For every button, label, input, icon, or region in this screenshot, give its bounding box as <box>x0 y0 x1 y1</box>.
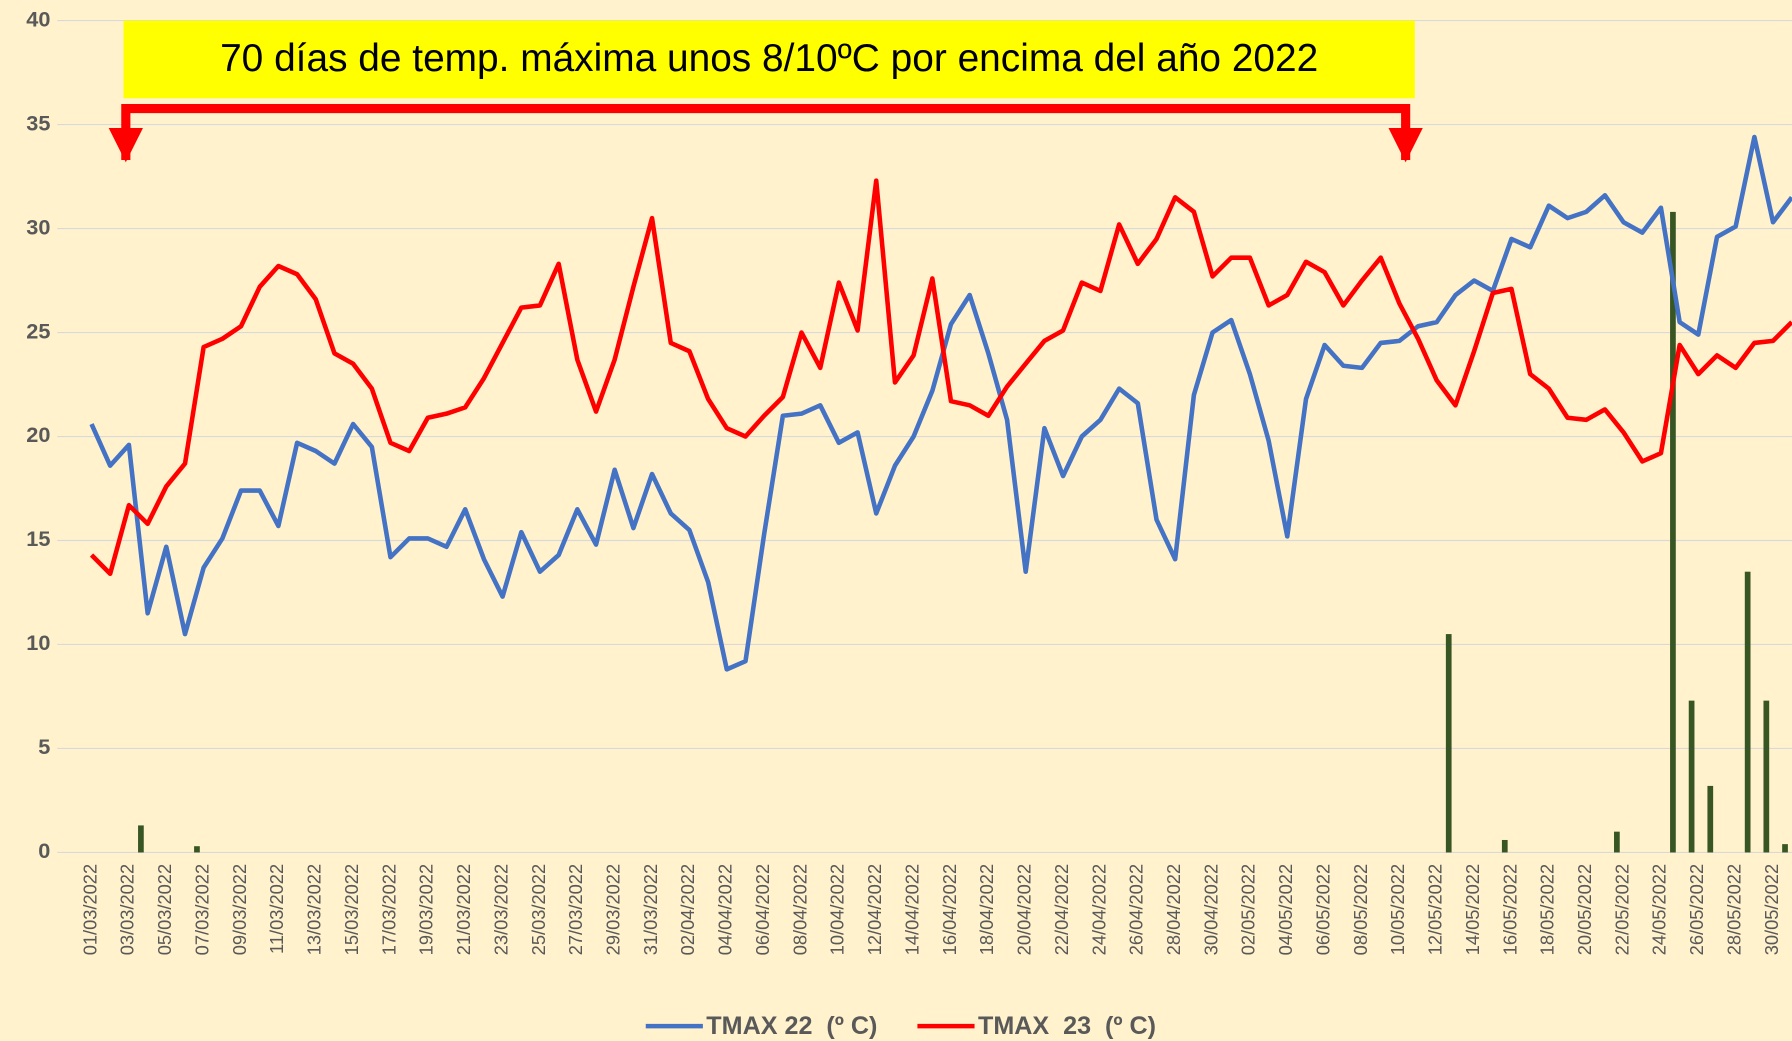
x-tick-label: 30/05/2022 <box>1761 864 1782 955</box>
line <box>89 178 1792 577</box>
x-tick-label: 10/05/2022 <box>1387 864 1408 955</box>
x-tick-label: 20/05/2022 <box>1574 864 1595 955</box>
legend-label: TMAX 22 (º C) <box>706 1012 877 1040</box>
x-tick-label: 06/04/2022 <box>752 864 773 955</box>
x-tick-label: 12/04/2022 <box>864 864 885 955</box>
y-tick-label: 25 <box>26 318 50 343</box>
x-tick-label: 14/04/2022 <box>901 864 922 955</box>
x-tick-label: 02/05/2022 <box>1238 864 1259 955</box>
x-tick-label: 26/05/2022 <box>1686 864 1707 955</box>
x-tick-label: 21/03/2022 <box>453 864 474 955</box>
x-tick-label: 10/04/2022 <box>827 864 848 955</box>
x-tick-label: 24/05/2022 <box>1649 864 1670 955</box>
y-tick-label: 30 <box>26 214 50 239</box>
bar <box>1707 785 1714 853</box>
x-tick-label: 19/03/2022 <box>416 864 437 955</box>
lines <box>89 134 1792 672</box>
y-tick-label: 35 <box>26 110 50 135</box>
bar <box>194 846 200 853</box>
x-tick-label: 01/03/2022 <box>79 864 100 955</box>
annotation-box <box>123 20 1415 99</box>
x-tick-label: 04/04/2022 <box>715 864 736 955</box>
x-tick-label: 16/04/2022 <box>939 864 960 955</box>
x-tick-label: 31/03/2022 <box>640 864 661 955</box>
bar <box>1688 700 1695 853</box>
x-tick-label: 13/03/2022 <box>304 864 325 955</box>
y-tick-label: 0 <box>38 838 50 863</box>
x-tick-label: 17/03/2022 <box>378 864 399 955</box>
x-tick-label: 30/04/2022 <box>1200 864 1221 955</box>
line <box>89 134 1792 672</box>
legend-label: TMAX 23 (º C) <box>978 1012 1156 1040</box>
legend: TMAX 22 (º C) TMAX 23 (º C) <box>645 1012 1156 1040</box>
x-tick-label: 29/03/2022 <box>602 864 623 955</box>
bar <box>1782 844 1788 853</box>
x-tick-label: 02/04/2022 <box>677 864 698 955</box>
bars <box>138 211 1788 853</box>
x-tick-label: 07/03/2022 <box>191 864 212 955</box>
x-tick-label: 23/03/2022 <box>490 864 511 955</box>
x-tick-label: 14/05/2022 <box>1462 864 1483 955</box>
x-tick-label: 26/04/2022 <box>1126 864 1147 955</box>
bar <box>1501 839 1508 853</box>
x-tick-label: 28/04/2022 <box>1163 864 1184 955</box>
arrow-left <box>108 127 143 163</box>
annotation: 70 días de temp. máxima unos 8/10ºC por … <box>220 37 1318 80</box>
y-tick-label: 5 <box>38 734 50 759</box>
x-tick-label: 20/04/2022 <box>1014 864 1035 955</box>
bar <box>1763 700 1770 853</box>
bar <box>1670 211 1676 853</box>
bar <box>138 825 144 853</box>
x-tick-label: 28/05/2022 <box>1723 864 1744 955</box>
x-tick-label: 12/05/2022 <box>1425 864 1446 955</box>
x-tick-label: 22/05/2022 <box>1611 864 1632 955</box>
x-tick-label: 18/05/2022 <box>1537 864 1558 955</box>
y-tick-label: 40 <box>26 6 50 31</box>
x-tick-label: 06/05/2022 <box>1312 864 1333 955</box>
bar <box>1445 634 1452 853</box>
x-tick-label: 05/03/2022 <box>154 864 175 955</box>
x-tick-label: 16/05/2022 <box>1499 864 1520 955</box>
x-tick-label: 08/05/2022 <box>1350 864 1371 955</box>
arrow-right <box>1388 127 1423 163</box>
x-tick-label: 04/05/2022 <box>1275 864 1296 955</box>
y-tick-label: 10 <box>26 630 50 655</box>
y-tick-label: 20 <box>26 422 50 447</box>
x-tick-label: 15/03/2022 <box>341 864 362 955</box>
bar <box>1744 571 1751 853</box>
bar <box>1614 831 1620 853</box>
x-tick-label: 25/03/2022 <box>528 864 549 955</box>
x-tick-label: 27/03/2022 <box>565 864 586 955</box>
x-tick-label: 22/04/2022 <box>1051 864 1072 955</box>
y-tick-label: 15 <box>26 526 50 551</box>
x-labels: 01/03/2022 03/03/2022 05/03/2022 07/03/2022… <box>79 864 1781 955</box>
x-tick-label: 24/04/2022 <box>1088 864 1109 955</box>
x-tick-label: 09/03/2022 <box>229 864 250 955</box>
x-tick-label: 11/03/2022 <box>266 864 287 954</box>
x-tick-label: 08/04/2022 <box>789 864 810 955</box>
x-tick-label: 18/04/2022 <box>976 864 997 955</box>
x-tick-label: 03/03/2022 <box>117 864 138 955</box>
